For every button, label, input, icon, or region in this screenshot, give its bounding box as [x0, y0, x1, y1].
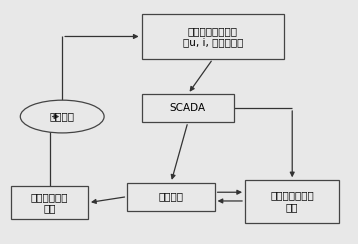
FancyBboxPatch shape [245, 180, 339, 223]
FancyBboxPatch shape [141, 14, 284, 59]
Text: 风电预测及优化
策略: 风电预测及优化 策略 [270, 191, 314, 212]
Text: 电力系统状态变量
（u, i, 及开关量）: 电力系统状态变量 （u, i, 及开关量） [183, 26, 243, 47]
FancyBboxPatch shape [11, 186, 88, 219]
Text: 电力系统: 电力系统 [50, 112, 75, 122]
Text: SCADA: SCADA [170, 103, 206, 113]
Ellipse shape [20, 100, 104, 133]
FancyBboxPatch shape [141, 94, 234, 122]
Text: 电力系统控制
变量: 电力系统控制 变量 [31, 192, 68, 214]
FancyBboxPatch shape [127, 183, 215, 211]
Text: 调度中心: 调度中心 [159, 192, 184, 202]
